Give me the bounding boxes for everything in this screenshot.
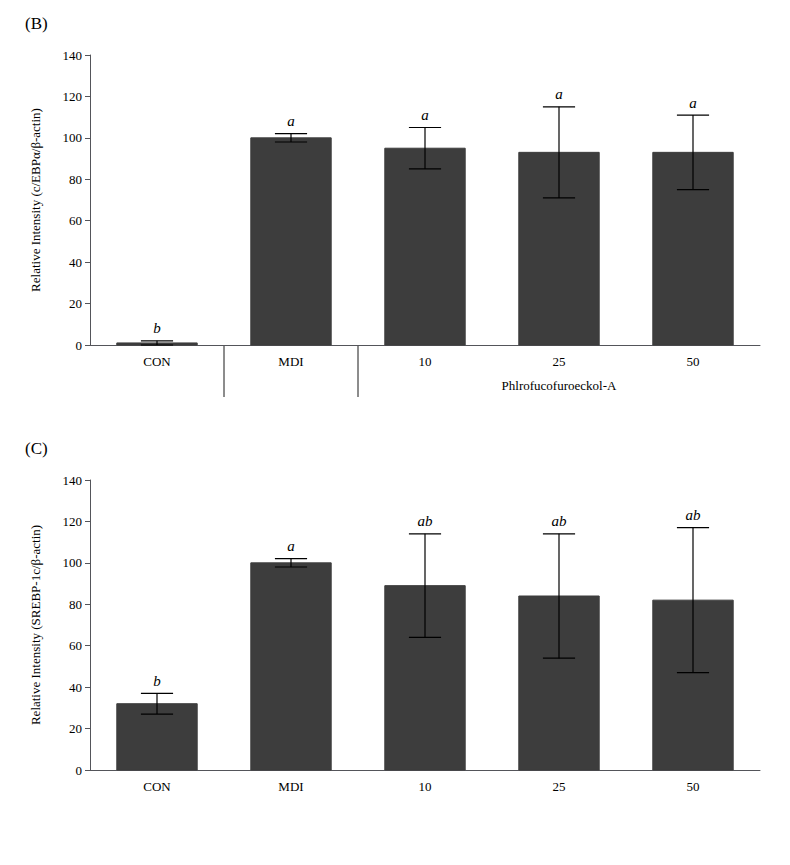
svg-text:Relative Intensity (SREBP-1c/β: Relative Intensity (SREBP-1c/β-actin) bbox=[28, 525, 43, 725]
svg-text:CON: CON bbox=[143, 354, 171, 369]
svg-text:80: 80 bbox=[69, 172, 82, 187]
svg-text:140: 140 bbox=[63, 473, 83, 488]
svg-text:CON: CON bbox=[143, 779, 171, 794]
svg-text:a: a bbox=[421, 107, 429, 123]
svg-text:ab: ab bbox=[552, 513, 568, 529]
svg-text:(B): (B) bbox=[25, 14, 48, 33]
svg-text:Phlrofucofuroeckol-A: Phlrofucofuroeckol-A bbox=[502, 378, 617, 393]
svg-text:Relative Intensity (c/EBPα/β-a: Relative Intensity (c/EBPα/β-actin) bbox=[28, 108, 43, 292]
svg-text:100: 100 bbox=[63, 555, 83, 570]
svg-text:0: 0 bbox=[76, 763, 83, 778]
svg-text:100: 100 bbox=[63, 130, 83, 145]
svg-text:20: 20 bbox=[69, 721, 82, 736]
svg-text:MDI: MDI bbox=[278, 354, 303, 369]
svg-text:40: 40 bbox=[69, 255, 82, 270]
svg-text:a: a bbox=[689, 95, 697, 111]
svg-text:10: 10 bbox=[419, 779, 432, 794]
svg-text:50: 50 bbox=[687, 779, 700, 794]
svg-text:20: 20 bbox=[69, 296, 82, 311]
svg-text:b: b bbox=[153, 673, 161, 689]
svg-text:60: 60 bbox=[69, 638, 82, 653]
svg-text:ab: ab bbox=[686, 507, 702, 523]
svg-text:a: a bbox=[555, 86, 563, 102]
svg-text:140: 140 bbox=[63, 48, 83, 63]
svg-text:120: 120 bbox=[63, 89, 83, 104]
svg-text:MDI: MDI bbox=[278, 779, 303, 794]
svg-text:25: 25 bbox=[553, 779, 566, 794]
svg-text:120: 120 bbox=[63, 514, 83, 529]
svg-text:50: 50 bbox=[687, 354, 700, 369]
svg-text:40: 40 bbox=[69, 680, 82, 695]
svg-text:a: a bbox=[287, 538, 295, 554]
svg-text:ab: ab bbox=[418, 513, 434, 529]
svg-text:80: 80 bbox=[69, 597, 82, 612]
svg-text:0: 0 bbox=[76, 338, 83, 353]
svg-text:b: b bbox=[153, 320, 161, 336]
svg-text:25: 25 bbox=[553, 354, 566, 369]
svg-text:10: 10 bbox=[419, 354, 432, 369]
svg-text:a: a bbox=[287, 113, 295, 129]
svg-text:60: 60 bbox=[69, 213, 82, 228]
svg-text:(C): (C) bbox=[25, 439, 48, 458]
